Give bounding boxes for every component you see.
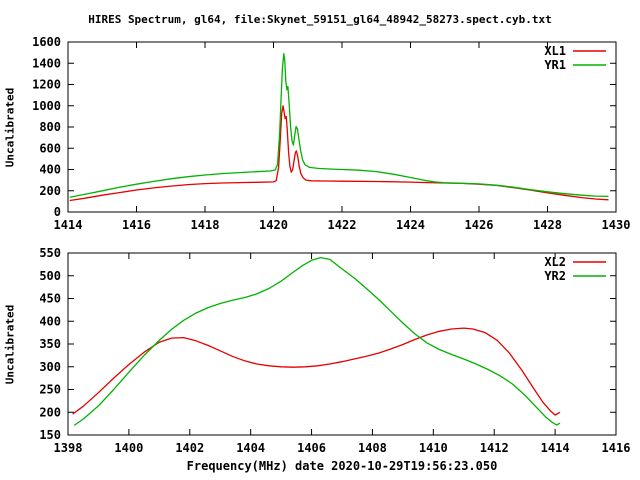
x-tick-label: 1408 [358, 441, 387, 455]
y-tick-label: 800 [39, 120, 61, 134]
x-tick-label: 1414 [54, 218, 83, 232]
x-tick-label: 1402 [175, 441, 204, 455]
legend-label-xl1: XL1 [544, 44, 566, 58]
x-tick-label: 1400 [114, 441, 143, 455]
y-tick-label: 0 [54, 205, 61, 219]
x-tick-label: 1428 [533, 218, 562, 232]
x-tick-label: 1412 [480, 441, 509, 455]
x-axis-label: Frequency(MHz) date 2020-10-29T19:56:23.… [186, 459, 498, 473]
y-tick-label: 1000 [32, 99, 61, 113]
plot-border [67, 252, 617, 436]
y-tick-label: 200 [39, 184, 61, 198]
y-tick-label: 400 [39, 163, 61, 177]
series-line-yr1 [69, 53, 609, 198]
y-tick-label: 1200 [32, 78, 61, 92]
y-tick-label: 600 [39, 141, 61, 155]
series-line-yr2 [73, 256, 561, 426]
x-tick-label: 1426 [465, 218, 494, 232]
y-tick-label: 550 [39, 246, 61, 260]
legend-label-xl2: XL2 [544, 255, 566, 269]
y-tick-label: 200 [39, 405, 61, 419]
x-tick-label: 1422 [328, 218, 357, 232]
y-tick-label: 1600 [32, 35, 61, 49]
x-tick-label: 1420 [259, 218, 288, 232]
y-tick-label: 350 [39, 337, 61, 351]
y-tick-label: 450 [39, 292, 61, 306]
x-tick-label: 1410 [419, 441, 448, 455]
y-tick-label: 500 [39, 269, 61, 283]
x-tick-label: 1416 [122, 218, 151, 232]
x-tick-label: 1424 [396, 218, 425, 232]
legend-label-yr1: YR1 [544, 58, 566, 72]
x-tick-label: 1414 [541, 441, 570, 455]
x-tick-label: 1418 [191, 218, 220, 232]
y-tick-label: 250 [39, 383, 61, 397]
y-tick-label: 1400 [32, 56, 61, 70]
y-tick-label: 400 [39, 314, 61, 328]
chart-title: HIRES Spectrum, gl64, file:Skynet_59151_… [88, 13, 552, 26]
x-tick-label: 1398 [54, 441, 83, 455]
y-tick-label: 300 [39, 360, 61, 374]
x-tick-label: 1416 [602, 441, 631, 455]
x-tick-label: 1430 [602, 218, 631, 232]
y-tick-label: 150 [39, 428, 61, 442]
x-tick-label: 1406 [297, 441, 326, 455]
x-tick-label: 1404 [236, 441, 265, 455]
series-line-xl2 [72, 327, 561, 416]
legend-label-yr2: YR2 [544, 269, 566, 283]
